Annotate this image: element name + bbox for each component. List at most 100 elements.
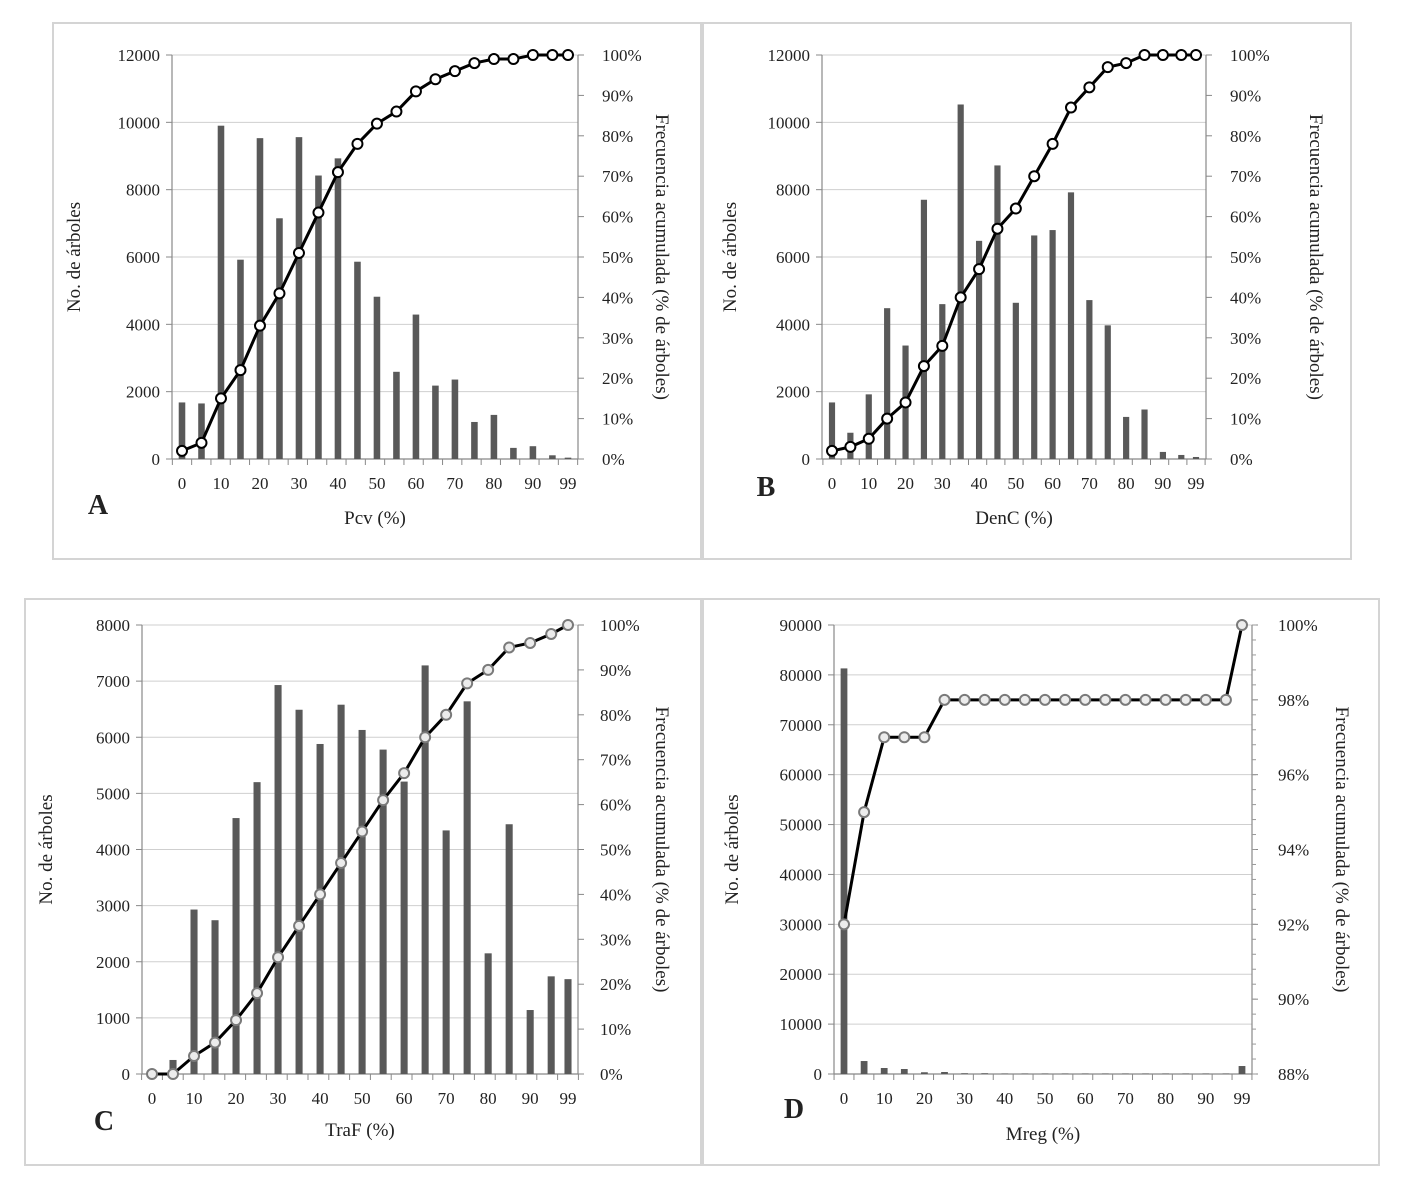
y2-tick-label: 40% bbox=[1230, 288, 1261, 307]
x-tick-label: 99 bbox=[560, 1089, 577, 1108]
x-tick-label: 20 bbox=[916, 1089, 933, 1108]
x-tick-label: 90 bbox=[1154, 474, 1171, 493]
cumulative-marker bbox=[1028, 170, 1041, 183]
chart-panel-b: 0 2000 4000 6000 8000 10000 12000 0% 10% 20% 30% 40… bbox=[702, 22, 1352, 560]
cumulative-marker bbox=[409, 85, 422, 98]
cumulative-marker bbox=[917, 360, 930, 373]
y-tick-label: 8000 bbox=[776, 181, 810, 200]
y2-tick-label: 30% bbox=[1230, 329, 1261, 348]
cumulative-marker bbox=[448, 65, 461, 78]
bar bbox=[564, 457, 572, 459]
y-axis-title: No. de árboles bbox=[720, 202, 741, 312]
bar bbox=[1178, 454, 1185, 459]
y2-tick-label: 90% bbox=[1278, 990, 1309, 1009]
cumulative-marker bbox=[351, 137, 364, 150]
cumulative-marker bbox=[167, 1068, 180, 1080]
y2-tick-label: 80% bbox=[602, 127, 633, 146]
y2-tick-label: 60% bbox=[600, 796, 631, 815]
cumulative-marker bbox=[1101, 61, 1114, 74]
bar bbox=[274, 685, 282, 1074]
y-tick-label: 0 bbox=[814, 1065, 823, 1084]
cumulative-marker bbox=[176, 444, 188, 457]
cumulative-marker bbox=[146, 1068, 158, 1080]
y-tick-label: 10000 bbox=[780, 1015, 823, 1034]
x-tick-label: 50 bbox=[1007, 474, 1024, 493]
x-tick-label: 30 bbox=[270, 1089, 287, 1108]
y2-tick-label: 0% bbox=[1230, 450, 1253, 469]
x-tick-label: 99 bbox=[1234, 1089, 1251, 1108]
bar bbox=[276, 218, 283, 459]
cumulative-marker bbox=[292, 246, 305, 259]
chart-svg: 0 2000 4000 6000 8000 10000 12000 0% 10% 20% 30% 40… bbox=[720, 46, 1326, 529]
cumulative-marker bbox=[468, 57, 481, 70]
chart-svg: 0 2000 4000 6000 8000 10000 12000 0% 10% 20% 30% 40… bbox=[64, 46, 672, 529]
x-tick-label: 0 bbox=[148, 1089, 157, 1108]
cumulative-marker bbox=[1156, 49, 1169, 61]
bar bbox=[865, 394, 872, 459]
x-tick-label: 90 bbox=[1197, 1089, 1214, 1108]
x-tick-label: 80 bbox=[480, 1089, 497, 1108]
x-tick-label: 30 bbox=[934, 474, 951, 493]
cumulative-marker bbox=[1079, 693, 1092, 706]
x-tick-label: 0 bbox=[840, 1089, 849, 1108]
cumulative-marker bbox=[978, 693, 991, 706]
bar bbox=[295, 709, 303, 1074]
bar bbox=[860, 1061, 868, 1074]
chart-svg: 0 10000 20000 30000 40000 50000 60000 70000 8000… bbox=[722, 616, 1352, 1145]
x-tick-label: 80 bbox=[485, 474, 502, 493]
panel-label: C bbox=[94, 1106, 114, 1137]
bar bbox=[941, 1072, 948, 1074]
y-tick-label: 2000 bbox=[126, 383, 160, 402]
cumulative-marker bbox=[1039, 693, 1052, 706]
cumulative-marker bbox=[370, 117, 383, 130]
x-tick-label: 90 bbox=[522, 1089, 539, 1108]
bar bbox=[1141, 409, 1148, 459]
y-tick-label: 12000 bbox=[768, 46, 811, 65]
bar bbox=[295, 137, 303, 459]
x-tick-label: 10 bbox=[860, 474, 877, 493]
y-axis-title: No. de árboles bbox=[722, 794, 743, 904]
x-axis-title: DenC (%) bbox=[975, 508, 1053, 529]
cumulative-marker bbox=[546, 49, 559, 61]
cumulative-marker bbox=[356, 825, 369, 838]
x-tick-label: 40 bbox=[329, 474, 346, 493]
y2-tick-label: 30% bbox=[602, 329, 633, 348]
y2-tick-label: 30% bbox=[600, 930, 631, 949]
y2-tick-label: 20% bbox=[600, 975, 631, 994]
bar bbox=[190, 909, 198, 1074]
cumulative-marker bbox=[1009, 202, 1022, 215]
y-axis-title: No. de árboles bbox=[64, 202, 85, 312]
bar bbox=[421, 665, 429, 1074]
y2-tick-label: 96% bbox=[1278, 766, 1309, 785]
bar bbox=[232, 818, 240, 1074]
x-tick-label: 40 bbox=[971, 474, 988, 493]
x-tick-label: 70 bbox=[438, 1089, 455, 1108]
cumulative-marker bbox=[335, 856, 348, 869]
y2-tick-label: 90% bbox=[602, 86, 633, 105]
cumulative-marker bbox=[998, 693, 1011, 706]
y-tick-label: 0 bbox=[802, 450, 811, 469]
bar bbox=[1031, 235, 1038, 459]
y2-tick-label: 70% bbox=[1230, 167, 1261, 186]
y2-axis-title: Frecuencia acumulada (% de árboles) bbox=[651, 114, 672, 400]
cumulative-marker bbox=[293, 919, 306, 932]
cumulative-marker bbox=[1190, 49, 1202, 61]
cumulative-marker bbox=[273, 287, 286, 300]
cumulative-marker bbox=[991, 222, 1004, 235]
y-tick-label: 6000 bbox=[96, 728, 130, 747]
cumulative-marker bbox=[881, 412, 894, 425]
y2-tick-label: 80% bbox=[1230, 127, 1261, 146]
bar bbox=[178, 402, 186, 459]
y2-tick-label: 70% bbox=[600, 751, 631, 770]
y-tick-label: 7000 bbox=[96, 672, 130, 691]
bar bbox=[400, 781, 408, 1074]
y-tick-label: 20000 bbox=[780, 965, 823, 984]
x-tick-label: 70 bbox=[1117, 1089, 1134, 1108]
cumulative-marker bbox=[398, 767, 411, 780]
y2-axis-title: Frecuencia acumulada (% de árboles) bbox=[1305, 114, 1326, 400]
x-tick-label: 99 bbox=[560, 474, 577, 493]
bar bbox=[253, 782, 261, 1074]
cumulative-marker bbox=[214, 392, 227, 405]
chart-svg: 0 1000 2000 3000 4000 5000 6000 7000 8000 0% 10% 20… bbox=[36, 616, 672, 1141]
x-tick-label: 30 bbox=[956, 1089, 973, 1108]
